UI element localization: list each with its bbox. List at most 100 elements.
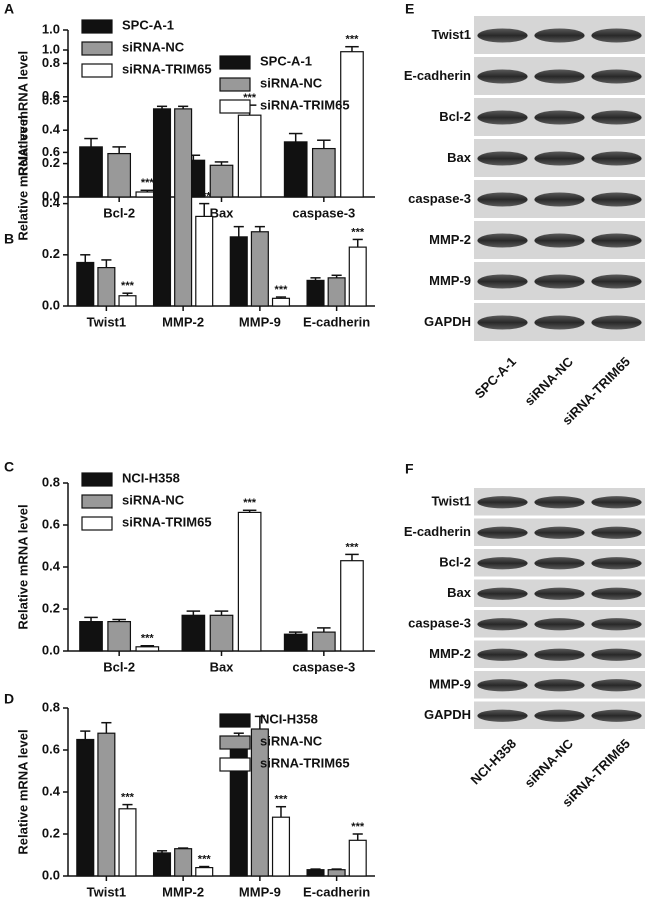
legend-label: siRNA-NC: [260, 75, 323, 90]
y-tick-label: 0.4: [42, 558, 61, 573]
significance-marker: ***: [198, 853, 212, 865]
blot-band: [534, 496, 585, 509]
y-tick-label: 1.0: [42, 21, 60, 36]
significance-marker: ***: [346, 541, 360, 553]
blot-band: [534, 233, 585, 248]
blot-band: [534, 192, 585, 207]
significance-marker: ***: [275, 794, 289, 806]
bar: [79, 620, 103, 652]
blot-band: [534, 618, 585, 631]
y-tick-label: 0.6: [42, 88, 60, 103]
x-tick-label: MMP-2: [162, 884, 204, 899]
legend-swatch: [219, 735, 251, 750]
panel-label: C: [4, 459, 14, 475]
y-axis-label: Relative mRNA level: [15, 729, 30, 854]
legend-swatch: [219, 713, 251, 728]
panel-label: D: [4, 691, 14, 707]
y-tick-label: 0.4: [42, 122, 61, 137]
panel-label: A: [4, 1, 14, 17]
x-tick-label: MMP-9: [239, 314, 281, 329]
x-tick-label: Twist1: [87, 884, 127, 899]
blot-band: [591, 192, 642, 207]
y-tick-label: 0.8: [42, 93, 60, 108]
bar: [237, 511, 262, 652]
blot-band: [477, 526, 528, 539]
blot-band: [534, 526, 585, 539]
bar: [340, 51, 364, 198]
blot-band: [477, 557, 528, 570]
blot-band: [534, 648, 585, 661]
x-tick-label: Bax: [210, 659, 235, 674]
significance-marker: ***: [121, 792, 135, 804]
significance-marker: ***: [351, 226, 365, 238]
blot-band: [477, 110, 528, 125]
y-tick-label: 0.8: [42, 55, 60, 70]
bar: [174, 848, 193, 877]
legend-swatch: [81, 63, 113, 78]
protein-label: Bax: [447, 150, 472, 165]
protein-label: MMP-2: [429, 646, 471, 661]
bar: [327, 869, 346, 877]
protein-label: Bcl-2: [439, 109, 471, 124]
y-tick-label: 0.0: [42, 188, 60, 203]
bar: [79, 146, 103, 198]
panel-label: E: [405, 1, 414, 17]
y-tick-label: 0.2: [42, 246, 60, 261]
legend-label: siRNA-TRIM65: [260, 97, 350, 112]
blot-band: [591, 648, 642, 661]
blot-band: [534, 587, 585, 600]
y-tick-label: 0.8: [42, 699, 60, 714]
bar: [229, 236, 248, 307]
blot-band: [591, 28, 642, 43]
protein-label: Twist1: [432, 27, 472, 42]
protein-label: GAPDH: [424, 707, 471, 722]
bar: [311, 147, 336, 198]
legend-swatch: [81, 472, 113, 487]
protein-label: MMP-9: [429, 677, 471, 692]
panel-label: F: [405, 461, 414, 477]
significance-marker: ***: [351, 821, 365, 833]
blot-band: [591, 315, 642, 330]
legend-label: siRNA-NC: [122, 39, 185, 54]
bar: [97, 267, 116, 307]
blot-band: [477, 679, 528, 692]
bar: [118, 808, 137, 877]
bar: [181, 614, 206, 652]
x-tick-label: Bax: [210, 205, 235, 220]
y-tick-label: 0.4: [42, 783, 61, 798]
blot-band: [591, 618, 642, 631]
blot-band: [591, 233, 642, 248]
y-tick-label: 0.2: [42, 825, 60, 840]
blot-band: [591, 274, 642, 289]
protein-label: E-cadherin: [404, 524, 471, 539]
y-tick-label: 0.2: [42, 155, 60, 170]
lane-label: siRNA-NC: [522, 736, 577, 791]
bar: [306, 279, 325, 307]
bar: [76, 261, 95, 307]
blot-band: [534, 110, 585, 125]
legend-swatch: [219, 77, 251, 92]
bar: [283, 141, 308, 198]
significance-marker: ***: [275, 284, 289, 296]
bar: [283, 633, 308, 652]
legend-label: siRNA-NC: [122, 492, 185, 507]
blot-band: [477, 315, 528, 330]
legend-swatch: [81, 516, 113, 531]
y-tick-label: 0.0: [42, 642, 60, 657]
x-tick-label: E-cadherin: [303, 884, 370, 899]
legend-label: siRNA-TRIM65: [260, 755, 350, 770]
blot-band: [534, 69, 585, 84]
blot-band: [477, 192, 528, 207]
blot-band: [477, 274, 528, 289]
protein-label: GAPDH: [424, 314, 471, 329]
y-tick-label: 0.6: [42, 741, 60, 756]
protein-label: caspase-3: [408, 191, 471, 206]
lane-label: siRNA-NC: [522, 354, 577, 409]
blot-band: [534, 679, 585, 692]
bar: [76, 738, 95, 877]
bar: [135, 646, 160, 652]
bar: [340, 560, 364, 652]
x-tick-label: E-cadherin: [303, 314, 370, 329]
blot-band: [591, 496, 642, 509]
